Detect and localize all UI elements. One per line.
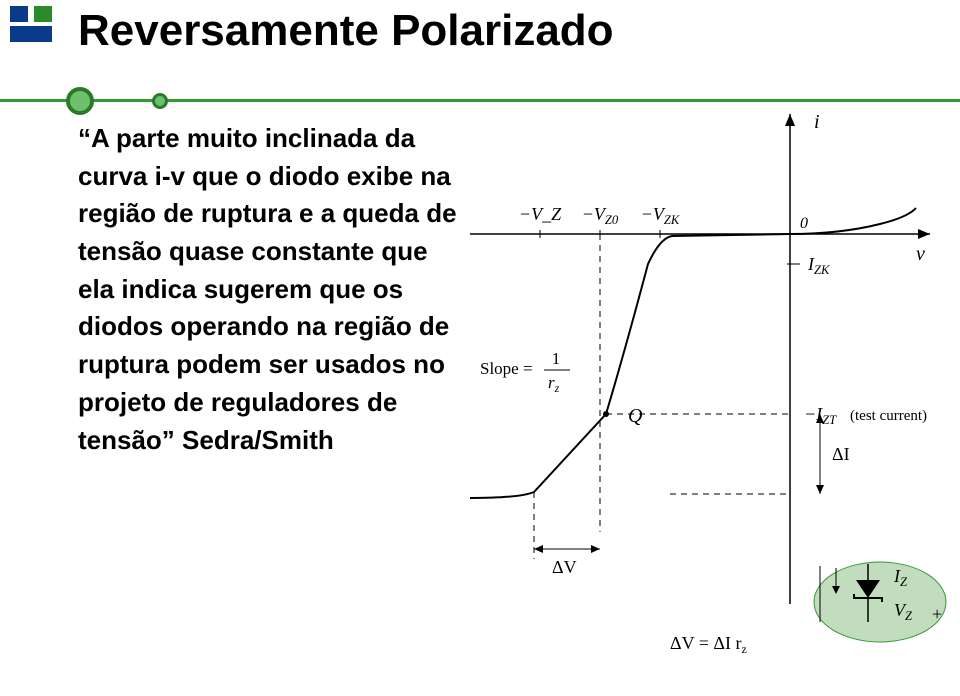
svg-text:+: + [932,604,942,624]
svg-text:1: 1 [552,349,561,368]
svg-text:v: v [916,243,925,265]
svg-text:i: i [814,111,820,133]
svg-text:ΔV: ΔV [552,557,577,577]
svg-text:−VZ0: −VZ0 [582,204,619,227]
svg-text:ΔV = ΔI rz: ΔV = ΔI rz [670,633,747,656]
svg-text:Slope =: Slope = [480,359,533,378]
svg-text:Q: Q [628,405,643,427]
svg-text:−VZK: −VZK [641,204,680,227]
slide-title: Reversamente Polarizado [78,6,614,56]
svg-text:rz: rz [548,373,560,395]
body-text: “A parte muito inclinada da curva i-v qu… [78,120,458,459]
zener-iv-diagram: iv0−V_Z−VZ0−VZKIZK−IZT (test current)QSl… [470,104,950,664]
svg-text:0: 0 [800,215,808,232]
svg-text:(test current): (test current) [850,408,927,424]
svg-text:−V_Z: −V_Z [519,204,562,224]
svg-text:ΔI: ΔI [832,444,850,464]
svg-text:IZK: IZK [807,254,830,277]
logo-unb [10,6,56,44]
